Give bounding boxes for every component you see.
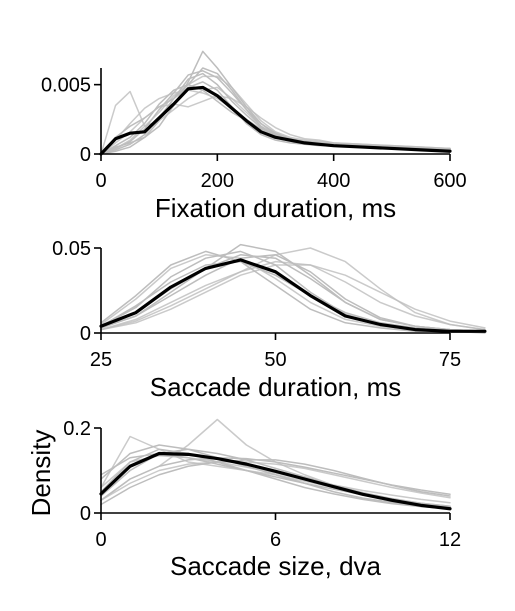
saccade-duration-y-tick-label: 0 (80, 323, 91, 345)
saccade-duration-subject-line (100, 247, 486, 331)
saccade-size-subject-line (100, 457, 451, 501)
fixation-duration-x-axis-title: Fixation duration, ms (155, 193, 396, 223)
saccade-size-subject-line (100, 444, 451, 509)
saccade-size-subject-line (100, 461, 451, 501)
saccade-duration-x-axis-title: Saccade duration, ms (150, 372, 401, 402)
fixation-duration-y-tick-label: 0.005 (41, 75, 91, 97)
saccade-duration-subject-line (100, 264, 486, 331)
saccade-size-subject-line (100, 448, 451, 510)
fixation-duration-panel: 0 200 400 600 0 0.005 Fixation duration, ms (41, 50, 467, 223)
saccade-size-lines (99, 418, 452, 511)
saccade-duration-subject-line (100, 254, 486, 333)
saccade-duration-subject-line (100, 243, 486, 333)
saccade-size-mean-line (99, 451, 452, 511)
saccade-duration-y-tick-label: 0.05 (52, 238, 91, 260)
fixation-duration-subject-line (100, 75, 451, 155)
saccade-duration-mean-line (99, 258, 487, 333)
fixation-duration-subject-line (100, 86, 451, 155)
saccade-size-x-tick-label: 0 (95, 529, 106, 551)
saccade-duration-subject-line (100, 254, 486, 333)
saccade-duration-x-tick-label: 50 (264, 349, 286, 371)
fixation-duration-x-tick-label: 600 (433, 170, 466, 192)
saccade-size-panel: 0 6 12 0 0.2 Saccade size, dva Density (26, 418, 461, 581)
saccade-duration-x-tick-label: 75 (439, 349, 461, 371)
saccade-size-subject-line (100, 418, 451, 508)
fixation-duration-subject-line (100, 83, 451, 155)
saccade-size-y-tick-label: 0 (80, 503, 91, 525)
saccade-size-x-tick-label: 12 (439, 529, 461, 551)
saccade-duration-subject-line (100, 254, 486, 333)
fixation-duration-x-tick-label: 200 (201, 170, 234, 192)
saccade-size-y-tick-label: 0.2 (63, 418, 91, 440)
fixation-duration-x-tick-label: 0 (95, 170, 106, 192)
saccade-size-subject-line (100, 459, 451, 506)
fixation-duration-y-tick-label: 0 (80, 144, 91, 166)
saccade-size-x-tick-label: 6 (270, 529, 281, 551)
fixation-duration-lines (99, 50, 452, 156)
saccade-size-subject-line (100, 454, 451, 504)
saccade-duration-lines (99, 243, 487, 334)
saccade-size-x-axis-title: Saccade size, dva (170, 551, 382, 581)
saccade-duration-x-tick-label: 25 (90, 349, 112, 371)
saccade-duration-panel: 25 50 75 0 0.05 Saccade duration, ms (52, 238, 487, 402)
fixation-duration-x-tick-label: 400 (317, 170, 350, 192)
fixation-duration-mean-line (99, 85, 452, 156)
saccade-size-y-axis-title: Density (26, 430, 56, 517)
fixation-duration-subject-line (100, 72, 451, 155)
